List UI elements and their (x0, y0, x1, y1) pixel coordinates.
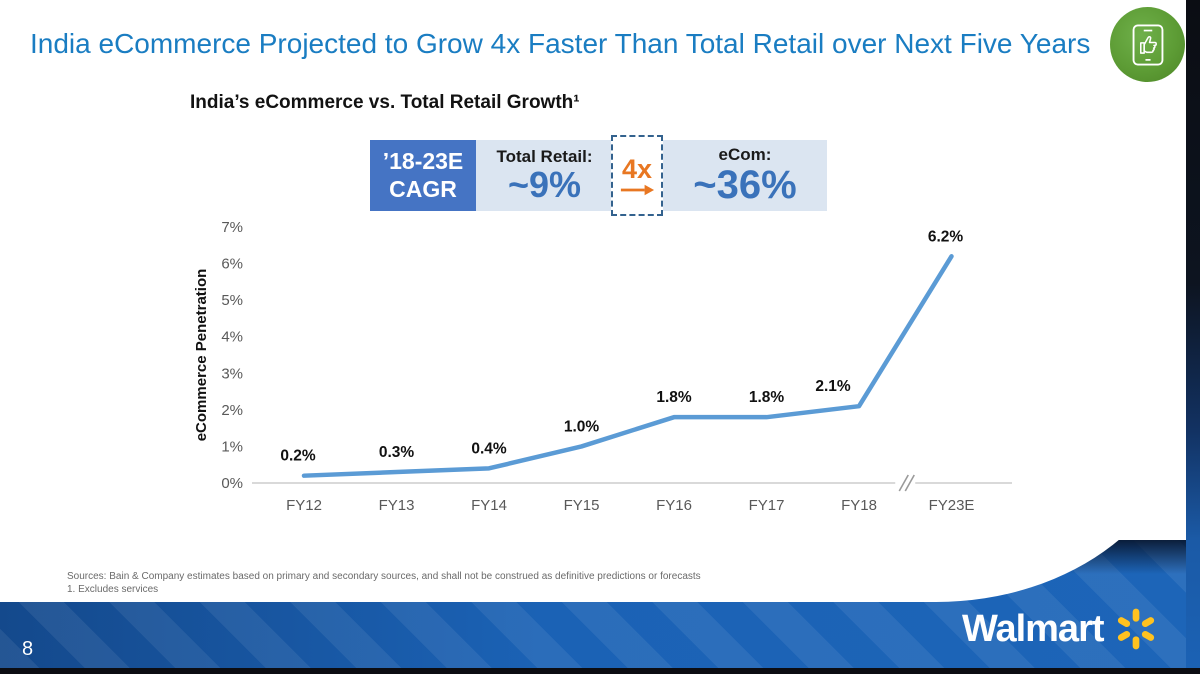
y-tick-label: 6% (221, 256, 243, 273)
total-retail-segment: Total Retail: ~9% (476, 140, 613, 211)
y-tick-label: 4% (221, 329, 243, 346)
footnotes: Sources: Bain & Company estimates based … (67, 570, 701, 596)
cagr-period-line1: ’18-23E (382, 148, 464, 175)
axis-break-mark (904, 474, 915, 492)
x-tick-label: FY12 (286, 497, 322, 514)
right-arrow-icon (620, 184, 655, 195)
walmart-spark-icon (1117, 608, 1154, 650)
thumbs-up-icon (1139, 35, 1157, 54)
x-tick-label: FY16 (656, 497, 692, 514)
y-tick-label: 2% (221, 402, 243, 419)
multiplier-box: 4x (611, 135, 663, 216)
mobile-phone-thumbs-up-icon (1110, 7, 1185, 82)
phone-icon (1132, 24, 1163, 65)
walmart-wordmark: Walmart (962, 608, 1105, 650)
chart-title: India’s eCommerce vs. Total Retail Growt… (190, 92, 580, 113)
penetration-line (301, 254, 954, 478)
footnote-sources: Sources: Bain & Company estimates based … (67, 571, 701, 582)
total-retail-value: ~9% (507, 163, 582, 205)
data-point-label: 6.2% (928, 228, 964, 245)
axis-break-mark (898, 474, 909, 492)
cagr-period-line2: CAGR (389, 175, 457, 202)
slide-title: India eCommerce Projected to Grow 4x Fas… (30, 28, 1091, 59)
x-tick-label: FY15 (564, 497, 600, 514)
penetration-chart: 0% 1% 2% 3% 4% 5% 6% 7% eCommerce Penetration 0.2… (193, 219, 1012, 514)
y-tick-label: 0% (221, 475, 243, 492)
page-number: 8 (22, 638, 34, 660)
footnote-1: 1. Excludes services (67, 584, 159, 595)
x-tick-label: FY23E (929, 497, 975, 514)
y-tick-label: 3% (221, 365, 243, 382)
data-point-label: 0.2% (280, 448, 316, 465)
x-tick-label: FY17 (749, 497, 785, 514)
x-tick-label: FY18 (841, 497, 877, 514)
chart-area: 0% 1% 2% 3% 4% 5% 6% 7% eCommerce Penetration 0.2… (190, 213, 1030, 523)
ecom-value: ~36% (693, 162, 797, 207)
data-point-label: 0.3% (379, 444, 415, 461)
axis-break-mask (895, 474, 916, 492)
total-retail-label: Total Retail: (496, 146, 593, 166)
multiplier-value: 4x (621, 153, 653, 184)
y-tick-label: 5% (221, 292, 243, 309)
walmart-logo: Walmart (962, 606, 1159, 652)
data-point-label: 0.4% (471, 440, 507, 457)
y-axis-title: eCommerce Penetration (193, 269, 210, 442)
y-tick-label: 7% (221, 219, 243, 236)
ecom-segment: eCom: ~36% (663, 140, 827, 211)
y-tick-label: 1% (221, 438, 243, 455)
x-tick-label: FY14 (471, 497, 507, 514)
data-point-label: 1.0% (564, 418, 600, 435)
data-point-label: 1.8% (749, 389, 785, 406)
data-point-label: 1.8% (656, 389, 692, 406)
x-tick-label: FY13 (379, 497, 415, 514)
cagr-period-box: ’18-23E CAGR (370, 140, 476, 211)
right-edge-strip (1186, 0, 1200, 674)
bottom-border-bar (0, 668, 1200, 674)
data-point-label: 2.1% (815, 378, 851, 395)
cagr-callout: ’18-23E CAGR Total Retail: ~9% eCom: ~36… (370, 135, 827, 216)
ecom-label: eCom: (718, 144, 772, 164)
slide-canvas (0, 0, 1186, 602)
